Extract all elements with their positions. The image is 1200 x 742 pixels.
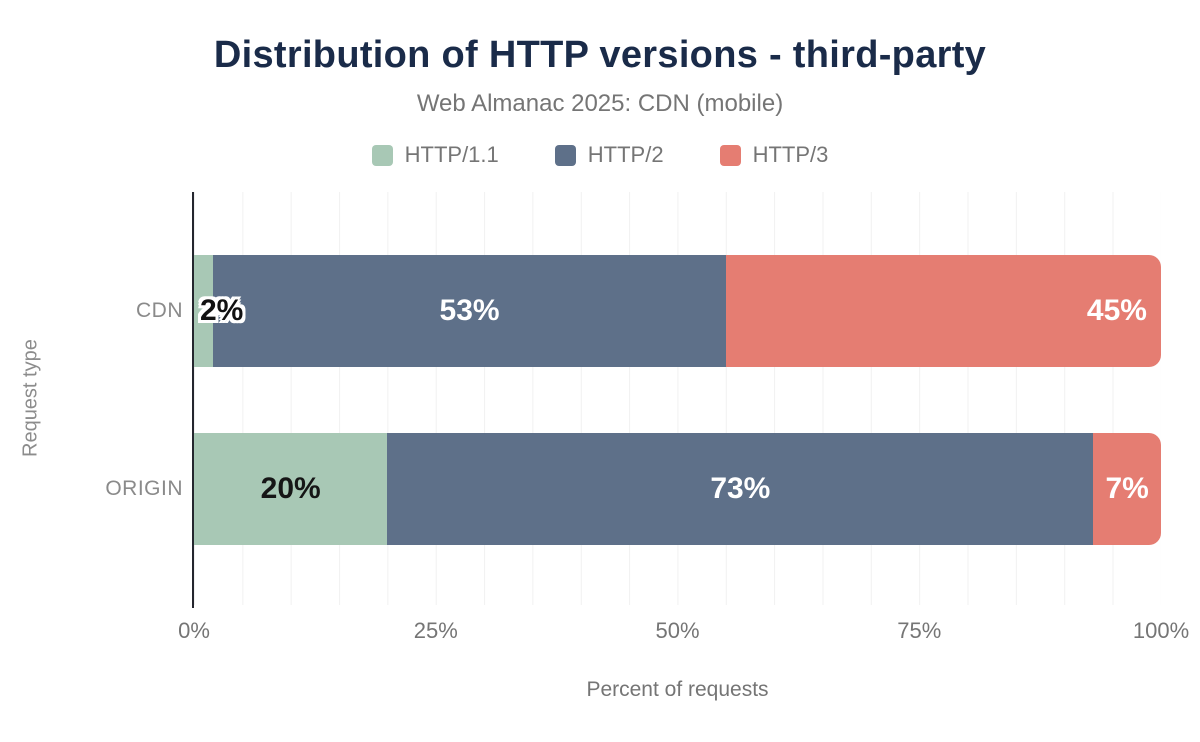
- legend-label-http2: HTTP/2: [587, 142, 664, 167]
- chart-title: Distribution of HTTP versions - third-pa…: [213, 34, 987, 76]
- category-label-origin: ORIGIN: [105, 477, 183, 500]
- x-tick-50: 50%: [655, 618, 700, 643]
- legend-swatch-http3: [719, 144, 741, 166]
- bar-segment-origin-http1: 20%: [194, 433, 388, 545]
- bar-segment-origin-http2: 73%: [387, 433, 1094, 545]
- bar-cdn: 2% 53% 45%: [194, 255, 1161, 367]
- legend-swatch-http1: [371, 144, 393, 166]
- bar-segment-cdn-http3: 45%: [725, 255, 1161, 367]
- x-axis-title: Percent of requests: [586, 678, 769, 701]
- bar-value-label: 53%: [439, 294, 500, 327]
- bar-value-label: 73%: [710, 472, 771, 505]
- y-axis-line: [192, 192, 194, 608]
- legend-label-http1: HTTP/1.1: [404, 142, 499, 167]
- legend-item-http3: HTTP/3: [719, 142, 829, 168]
- x-tick-75: 75%: [897, 618, 942, 643]
- x-tick-0: 0%: [178, 618, 210, 643]
- legend-item-http2: HTTP/2: [554, 142, 664, 168]
- bar-value-label: 2%: [200, 294, 244, 327]
- x-tick-100: 100%: [1132, 618, 1190, 643]
- bar-value-label: 7%: [1105, 472, 1149, 505]
- bar-value-label: 45%: [1086, 294, 1147, 327]
- legend-label-http3: HTTP/3: [752, 142, 829, 167]
- bar-segment-cdn-http2: 53%: [213, 255, 726, 367]
- legend: HTTP/1.1 HTTP/2 HTTP/3: [0, 142, 1200, 168]
- bar-segment-cdn-http1: 2%: [194, 255, 243, 367]
- bar-segment-origin-http3: 7%: [1093, 433, 1161, 545]
- legend-swatch-http2: [554, 144, 576, 166]
- x-axis-ticks: 0% 25% 50% 75% 100%: [178, 618, 1189, 648]
- plot-area: CDN ORIGIN 2% 53% 45% 20% 73% 7%: [105, 192, 1161, 608]
- chart-subtitle: Web Almanac 2025: CDN (mobile): [416, 90, 784, 117]
- bar-origin: 20% 73% 7%: [194, 433, 1161, 545]
- category-label-cdn: CDN: [136, 299, 183, 322]
- bar-value-label: 20%: [260, 472, 321, 505]
- x-tick-25: 25%: [413, 618, 458, 643]
- legend-item-http1: HTTP/1.1: [371, 142, 499, 168]
